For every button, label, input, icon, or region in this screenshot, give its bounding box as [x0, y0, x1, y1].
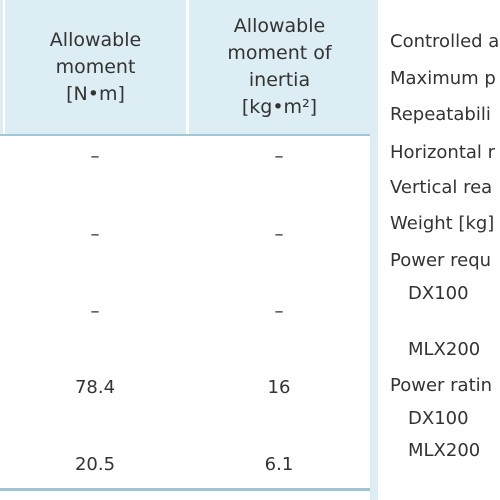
- cell: –: [90, 301, 100, 322]
- spec-label: Maximum p: [390, 68, 496, 89]
- spec-label: Power requ: [390, 250, 492, 271]
- spec-label: MLX200: [408, 440, 481, 461]
- cell: –: [274, 146, 284, 167]
- cell: –: [90, 146, 100, 167]
- rule: [0, 488, 370, 491]
- cell: 78.4: [74, 377, 116, 398]
- spec-label: DX100: [408, 283, 469, 304]
- cell: 20.5: [74, 454, 116, 475]
- spec-label: Horizontal r: [390, 142, 496, 163]
- header-line: [N•m]: [66, 82, 125, 105]
- cell: 16: [267, 377, 291, 398]
- divider: [3, 0, 5, 500]
- spec-label: Power ratin: [390, 375, 493, 396]
- header-cell: Allowable moment [N•m]: [5, 0, 186, 134]
- cell: –: [90, 224, 100, 245]
- header-line: [kg•m²]: [241, 96, 318, 118]
- spec-label: Repeatabili: [390, 104, 491, 125]
- spec-label: Controlled a: [390, 31, 500, 52]
- spec-label: Vertical rea: [390, 177, 493, 198]
- cell: –: [274, 224, 284, 245]
- cell: 6.1: [264, 454, 294, 475]
- header-line: Allowable: [233, 15, 326, 37]
- header-line: inertia: [248, 69, 311, 91]
- header-line: moment: [55, 55, 136, 78]
- divider: [186, 0, 189, 134]
- spec-label: MLX200: [408, 339, 481, 360]
- header-line: moment of: [227, 42, 332, 64]
- rule: [0, 134, 370, 136]
- divider: [370, 0, 378, 500]
- spec-label: DX100: [408, 408, 469, 429]
- spec-label: Weight [kg]: [390, 213, 495, 234]
- header-line: Allowable: [49, 28, 142, 51]
- cell: –: [274, 301, 284, 322]
- header-band: [0, 0, 370, 134]
- header-cell: Allowable moment of inertia [kg•m²]: [189, 0, 370, 134]
